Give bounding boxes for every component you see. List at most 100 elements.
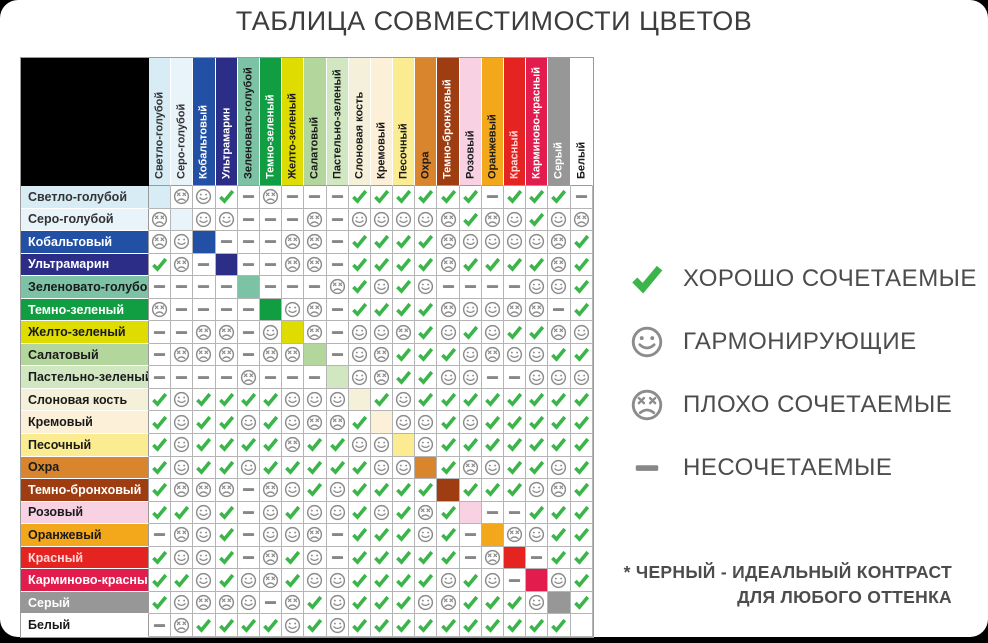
matrix-cell	[393, 231, 416, 254]
matrix-diagonal-cell	[326, 366, 349, 389]
matrix-cell	[504, 208, 527, 232]
matrix-cell	[237, 366, 260, 389]
matrix-cell	[481, 546, 504, 570]
matrix-cell	[481, 411, 504, 435]
matrix-cell	[570, 388, 593, 412]
row-label: Пастельно-зеленый	[21, 366, 149, 389]
matrix-cell	[215, 456, 238, 480]
matrix-cell	[326, 501, 349, 525]
matrix-cell	[481, 186, 504, 209]
matrix-cell	[570, 546, 593, 570]
matrix-cell	[237, 546, 260, 570]
matrix-cell	[348, 231, 371, 254]
matrix-cell	[348, 546, 371, 570]
matrix-cell	[415, 253, 438, 277]
matrix-cell	[459, 343, 482, 367]
matrix-cell	[570, 479, 593, 502]
col-header: Кобальтовый	[193, 58, 216, 186]
matrix-cell	[481, 501, 504, 525]
matrix-cell	[171, 546, 194, 570]
matrix-cell	[304, 434, 327, 457]
matrix-cell	[370, 298, 394, 322]
matrix-cell	[393, 411, 416, 435]
row-label: Белый	[21, 614, 149, 637]
matrix-cell	[215, 321, 238, 344]
matrix-cell	[504, 524, 527, 547]
matrix-cell	[171, 591, 194, 615]
matrix-cell	[526, 253, 549, 277]
matrix-cell	[259, 253, 283, 277]
matrix-cell	[215, 343, 238, 367]
matrix-cell	[370, 321, 394, 344]
matrix-cell	[504, 366, 527, 389]
legend-item-bad: ПЛОХО СОЧЕТАЕМЫЕ	[630, 388, 977, 422]
matrix-cell	[259, 591, 283, 615]
matrix-cell	[504, 231, 527, 254]
matrix-cell	[481, 321, 504, 344]
matrix-cell	[193, 479, 216, 502]
matrix-cell	[326, 434, 349, 457]
matrix-cell	[570, 366, 593, 389]
matrix-cell	[370, 388, 394, 412]
matrix-cell	[370, 366, 394, 389]
matrix-cell	[348, 276, 371, 299]
matrix-cell	[304, 253, 327, 277]
matrix-cell	[259, 321, 283, 344]
matrix-cell	[259, 343, 283, 367]
matrix-cell	[193, 276, 216, 299]
matrix-cell	[481, 614, 504, 637]
matrix-cell	[259, 501, 283, 525]
matrix-diagonal-cell	[437, 479, 460, 502]
matrix-cell	[326, 298, 349, 322]
matrix-cell	[370, 208, 394, 232]
matrix-cell	[393, 479, 416, 502]
matrix-cell	[526, 479, 549, 502]
matrix-cell	[149, 614, 172, 637]
footnote-line-1: * ЧЕРНЫЙ - ИДЕАЛЬНЫЙ КОНТРАСТ	[623, 562, 952, 582]
matrix-cell	[282, 524, 305, 547]
matrix-cell	[570, 569, 593, 592]
matrix-cell	[570, 298, 593, 322]
matrix-cell	[259, 524, 283, 547]
matrix-cell	[459, 479, 482, 502]
matrix-cell	[415, 569, 438, 592]
matrix-cell	[282, 298, 305, 322]
matrix-cell	[393, 276, 416, 299]
matrix-cell	[370, 456, 394, 480]
matrix-cell	[215, 524, 238, 547]
row-label: Темно-зеленый	[21, 298, 149, 322]
matrix-cell	[570, 456, 593, 480]
matrix-cell	[259, 614, 283, 637]
matrix-cell	[215, 231, 238, 254]
matrix-cell	[504, 501, 527, 525]
matrix-cell	[504, 411, 527, 435]
matrix-cell	[326, 186, 349, 209]
matrix-cell	[504, 479, 527, 502]
matrix-cell	[304, 366, 327, 389]
matrix-cell	[437, 434, 460, 457]
matrix-cell	[348, 343, 371, 367]
matrix-cell	[326, 456, 349, 480]
col-header: Оранжевый	[481, 58, 504, 186]
matrix-cell	[481, 298, 504, 322]
matrix-cell	[326, 591, 349, 615]
matrix-diagonal-cell	[393, 434, 416, 457]
matrix-cell	[304, 321, 327, 344]
matrix-cell	[348, 208, 371, 232]
matrix-cell	[149, 231, 172, 254]
matrix-cell	[570, 411, 593, 435]
matrix-cell	[437, 546, 460, 570]
col-header: Светло-голубой	[149, 58, 172, 186]
matrix-cell	[149, 208, 172, 232]
matrix-cell	[548, 253, 571, 277]
legend-item-harmonizing: ГАРМОНИРУЮЩИЕ	[630, 325, 977, 359]
matrix-cell	[304, 456, 327, 480]
matrix-cell	[348, 456, 371, 480]
matrix-cell	[415, 614, 438, 637]
matrix-cell	[348, 253, 371, 277]
matrix-cell	[348, 411, 371, 435]
col-header: Желто-зеленый	[282, 58, 305, 186]
row-label: Охра	[21, 456, 149, 480]
matrix-corner	[21, 58, 149, 186]
matrix-cell	[171, 253, 194, 277]
